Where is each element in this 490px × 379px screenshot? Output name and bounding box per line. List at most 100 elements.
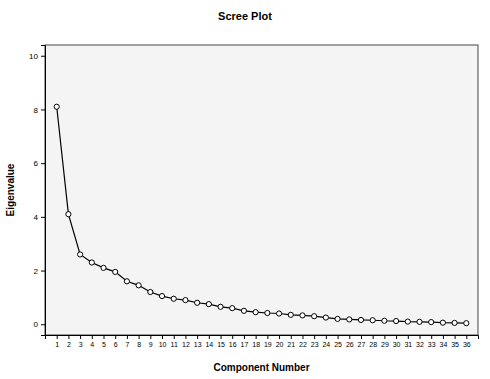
x-tick: 25 <box>334 335 342 348</box>
x-tick-mark <box>197 335 198 339</box>
x-axis-line <box>46 336 479 340</box>
y-tick-mark <box>41 271 45 272</box>
x-tick: 4 <box>90 335 94 348</box>
x-tick-mark <box>92 335 93 339</box>
x-tick: 1 <box>55 335 59 348</box>
point <box>382 318 387 323</box>
point <box>335 316 340 321</box>
x-tick-label: 29 <box>381 341 389 348</box>
x-tick: 11 <box>171 335 178 348</box>
x-tick-mark <box>221 335 222 339</box>
x-tick: 21 <box>287 335 295 348</box>
point <box>370 318 375 323</box>
x-tick-label: 10 <box>159 341 167 348</box>
x-tick: 26 <box>346 335 354 348</box>
x-tick-label: 3 <box>79 341 83 348</box>
point <box>206 302 211 307</box>
x-tick: 2 <box>67 335 71 348</box>
point <box>265 310 270 315</box>
point <box>89 260 94 265</box>
x-tick: 20 <box>276 335 284 348</box>
x-tick-label: 28 <box>369 341 377 348</box>
y-tick: 6 <box>34 159 45 168</box>
point <box>148 289 153 294</box>
point <box>195 300 200 305</box>
x-tick-label: 32 <box>416 341 424 348</box>
x-tick: 33 <box>428 335 436 348</box>
x-tick: 19 <box>264 335 272 348</box>
x-tick-label: 18 <box>252 341 260 348</box>
x-tick: 16 <box>229 335 237 348</box>
x-tick: 23 <box>311 335 319 348</box>
point <box>113 269 118 274</box>
x-tick: 35 <box>451 335 459 348</box>
point <box>312 314 317 319</box>
x-tick-label: 1 <box>55 341 59 348</box>
y-tick-mark <box>41 163 45 164</box>
y-axis-line <box>41 46 46 336</box>
x-tick-label: 34 <box>439 341 447 348</box>
plot: 0246810123456789101112131415161718192021… <box>29 45 478 348</box>
x-tick: 6 <box>114 335 118 348</box>
x-tick-mark <box>244 335 245 339</box>
point <box>218 304 223 309</box>
x-tick-mark <box>174 335 175 339</box>
point <box>241 308 246 313</box>
x-tick-mark <box>139 335 140 339</box>
x-tick: 13 <box>194 335 202 348</box>
x-tick: 29 <box>381 335 389 348</box>
x-tick-mark <box>232 335 233 339</box>
point <box>393 318 398 323</box>
point <box>323 315 328 320</box>
x-tick-mark <box>419 335 420 339</box>
point <box>78 252 83 257</box>
title: Scree Plot <box>218 10 272 22</box>
x-tick: 12 <box>182 335 190 348</box>
x-tick: 30 <box>393 335 401 348</box>
x-tick-label: 20 <box>276 341 284 348</box>
x-tick-label: 33 <box>428 341 436 348</box>
x-tick: 32 <box>416 335 424 348</box>
x-tick-label: 27 <box>358 341 366 348</box>
point <box>405 319 410 324</box>
x-tick-label: 25 <box>334 341 342 348</box>
y-tick-label: 0 <box>34 320 39 329</box>
x-tick-label: 6 <box>114 341 118 348</box>
y-tick-label: 4 <box>34 213 39 222</box>
x-tick: 8 <box>137 335 141 348</box>
x-tick-mark <box>162 335 163 339</box>
x-tick-mark <box>68 335 69 339</box>
x-tick-mark <box>150 335 151 339</box>
point <box>276 311 281 316</box>
x-tick-label: 16 <box>229 341 237 348</box>
x-tick-mark <box>115 335 116 339</box>
point <box>288 312 293 317</box>
y-tick-mark <box>41 109 45 110</box>
x-tick-mark <box>466 335 467 339</box>
x-tick: 9 <box>149 335 153 348</box>
x-tick-label: 36 <box>463 341 471 348</box>
y-tick-label: 2 <box>34 267 39 276</box>
x-tick-mark <box>302 335 303 339</box>
x-tick-mark <box>291 335 292 339</box>
point <box>452 320 457 325</box>
x-tick-label: 5 <box>102 341 106 348</box>
x-tick-mark <box>384 335 385 339</box>
x-tick-label: 24 <box>322 341 330 348</box>
x-tick-mark <box>185 335 186 339</box>
x-tick-mark <box>256 335 257 339</box>
x-tick: 27 <box>358 335 366 348</box>
point <box>171 296 176 301</box>
y-axis: 0246810 <box>29 46 45 336</box>
y-tick: 8 <box>34 106 45 115</box>
point <box>230 306 235 311</box>
x-tick-label: 8 <box>137 341 141 348</box>
x-tick: 22 <box>299 335 307 348</box>
x-tick: 31 <box>404 335 412 348</box>
y-tick-mark <box>41 56 45 57</box>
x-tick-label: 17 <box>241 341 249 348</box>
x-tick: 24 <box>322 335 330 348</box>
x-tick: 7 <box>125 335 129 348</box>
point <box>440 320 445 325</box>
x-tick-mark <box>408 335 409 339</box>
